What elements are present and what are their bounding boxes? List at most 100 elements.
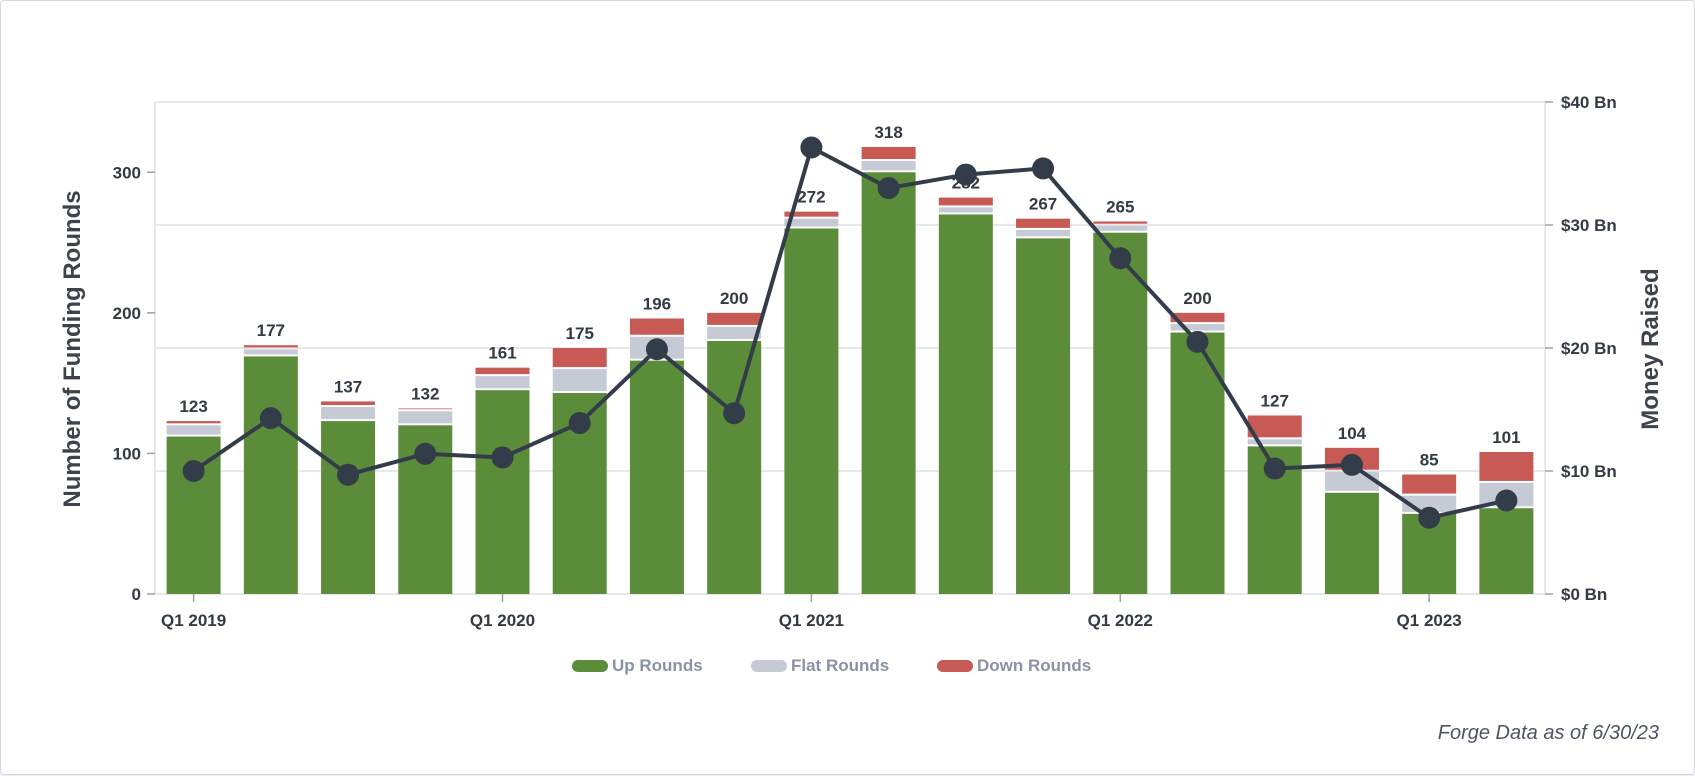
- bar-flat-rounds: [475, 376, 530, 389]
- bar-flat-rounds: [784, 218, 839, 227]
- bar-total-label: 282: [952, 174, 980, 193]
- bar-flat-rounds: [321, 407, 376, 420]
- legend-item-up-rounds[interactable]: Up Rounds: [572, 656, 703, 676]
- y2-tick-label: $10 Bn: [1561, 462, 1617, 481]
- legend-item-down-rounds[interactable]: Down Rounds: [937, 656, 1091, 676]
- money-raised-point: [1109, 247, 1132, 270]
- bar-flat-rounds: [938, 207, 993, 213]
- bar-down-rounds: [243, 345, 298, 348]
- bar-total-label: 200: [720, 289, 748, 308]
- money-raised-point: [1263, 457, 1286, 480]
- money-raised-point: [491, 446, 514, 469]
- bar-total-label: 137: [334, 377, 362, 396]
- legend-label: Down Rounds: [977, 656, 1092, 675]
- y-tick-label: 200: [113, 304, 141, 323]
- bars: [166, 146, 1534, 595]
- legend-item-flat-rounds[interactable]: Flat Rounds: [751, 656, 889, 676]
- bar-flat-rounds: [166, 425, 221, 435]
- money-raised-point: [1032, 157, 1055, 180]
- money-raised-point: [1186, 330, 1209, 353]
- bar-total-label: 318: [874, 123, 902, 142]
- money-raised-point: [877, 177, 900, 200]
- bar-up-rounds: [784, 228, 839, 594]
- up-rounds-swatch: [572, 660, 608, 672]
- bar-total-label: 127: [1261, 391, 1289, 410]
- x-tick-label: Q1 2020: [470, 611, 535, 630]
- bar-up-rounds: [243, 356, 298, 594]
- axes: 0 100 200 300 $0 Bn $10 Bn $20 Bn $30 Bn $40 Bn Q…: [113, 93, 1617, 630]
- bar-total-label: 104: [1338, 424, 1367, 443]
- y-axis-title: Number of Funding Rounds: [59, 190, 86, 507]
- bar-down-rounds: [1479, 452, 1534, 481]
- bar-down-rounds: [475, 367, 530, 375]
- money-raised-point: [723, 402, 746, 425]
- bar-down-rounds: [1247, 415, 1302, 438]
- bar-down-rounds: [166, 421, 221, 424]
- bar-down-rounds: [784, 211, 839, 217]
- y-tick-label: 300: [113, 163, 141, 182]
- money-raised-point: [259, 407, 282, 430]
- y2-axis-title: Money Raised: [1637, 268, 1664, 429]
- money-raised-point: [954, 163, 977, 186]
- bar-flat-rounds: [552, 369, 607, 391]
- bar-up-rounds: [1093, 232, 1148, 594]
- bar-total-label: 272: [797, 188, 825, 207]
- bar-total-label: 101: [1492, 428, 1520, 447]
- money-raised-point: [568, 412, 591, 435]
- bar-total-label: 265: [1106, 197, 1134, 216]
- legend-label: Up Rounds: [612, 656, 703, 675]
- bar-flat-rounds: [1016, 229, 1071, 237]
- bar-total-label: 200: [1183, 289, 1211, 308]
- bar-total-label: 196: [643, 294, 671, 313]
- flat-rounds-swatch: [751, 660, 787, 672]
- bar-total-label: 85: [1420, 451, 1439, 470]
- money-raised-point: [1340, 453, 1363, 476]
- money-raised-point: [1418, 506, 1441, 529]
- bar-down-rounds: [1016, 218, 1071, 228]
- bar-total-label: 161: [488, 344, 516, 363]
- bar-flat-rounds: [398, 411, 453, 424]
- money-raised-line: [182, 136, 1518, 529]
- y-tick-label: 0: [132, 585, 141, 604]
- money-raised-point: [1495, 489, 1518, 512]
- bar-total-label: 177: [257, 321, 285, 340]
- y2-tick-label: $0 Bn: [1561, 585, 1607, 604]
- bar-up-rounds: [321, 421, 376, 594]
- y2-tick-label: $30 Bn: [1561, 216, 1617, 235]
- bar-up-rounds: [707, 340, 762, 594]
- legend: Up Rounds Flat Rounds Down Rounds: [0, 656, 1695, 682]
- bar-total-label: 267: [1029, 195, 1057, 214]
- bar-flat-rounds: [1093, 225, 1148, 231]
- bar-down-rounds: [1402, 474, 1457, 494]
- bar-down-rounds: [398, 408, 453, 410]
- data-labels: 123 177 137 132 161 175 196 200 272 318 282 267 265 2…: [179, 123, 1520, 470]
- x-tick-label: Q1 2021: [779, 611, 844, 630]
- bar-up-rounds: [1016, 238, 1071, 594]
- down-rounds-swatch: [937, 660, 973, 672]
- money-raised-path: [192, 145, 1507, 520]
- y2-tick-label: $40 Bn: [1561, 93, 1617, 112]
- bar-down-rounds: [1170, 312, 1225, 323]
- x-tick-label: Q1 2023: [1397, 611, 1462, 630]
- money-raised-point: [182, 460, 205, 482]
- bar-flat-rounds: [1247, 439, 1302, 445]
- bar-flat-rounds: [1170, 324, 1225, 331]
- bar-total-label: 175: [566, 324, 594, 343]
- y-tick-label: 100: [113, 444, 141, 463]
- bar-up-rounds: [629, 360, 684, 594]
- bar-down-rounds: [707, 312, 762, 325]
- bar-up-rounds: [475, 390, 530, 594]
- bar-down-rounds: [321, 401, 376, 406]
- bar-up-rounds: [1479, 508, 1534, 594]
- bar-flat-rounds: [243, 349, 298, 355]
- bar-down-rounds: [629, 318, 684, 335]
- bar-down-rounds: [938, 197, 993, 206]
- money-raised-point: [645, 338, 668, 361]
- bar-flat-rounds: [707, 326, 762, 339]
- money-raised-point: [800, 136, 823, 159]
- y2-tick-label: $20 Bn: [1561, 339, 1617, 358]
- x-tick-label: Q1 2022: [1088, 611, 1153, 630]
- bar-flat-rounds: [861, 161, 916, 171]
- bar-total-label: 123: [179, 397, 207, 416]
